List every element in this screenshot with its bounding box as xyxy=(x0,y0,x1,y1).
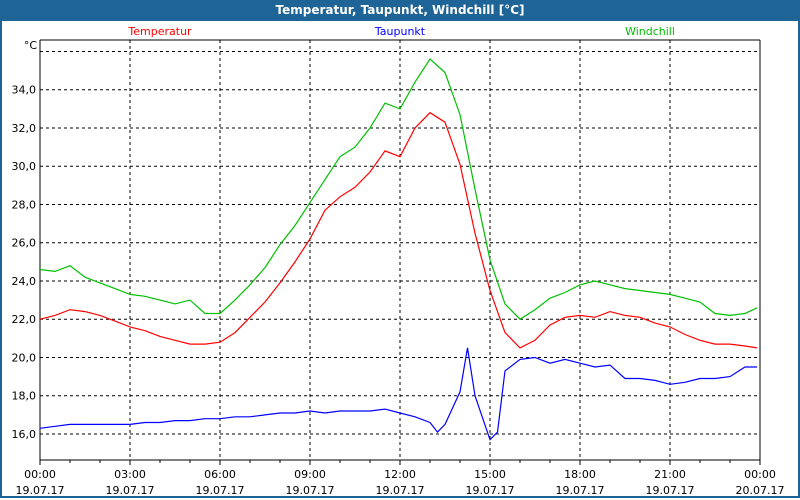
legend-temperatur: Temperatur xyxy=(127,25,192,38)
window-title: Temperatur, Taupunkt, Windchill [°C] xyxy=(0,0,800,21)
x-tick-time: 00:00 xyxy=(744,468,776,481)
x-tick-date: 19.07.17 xyxy=(646,484,695,497)
y-tick-label: 18,0 xyxy=(12,390,37,403)
series-line-taupunkt xyxy=(39,347,757,441)
x-tick-time: 18:00 xyxy=(564,468,596,481)
x-tick-date: 19.07.17 xyxy=(286,484,335,497)
y-tick-label: 20,0 xyxy=(12,351,37,364)
x-tick-time: 21:00 xyxy=(654,468,686,481)
y-axis-unit: °C xyxy=(24,39,38,52)
y-tick-label: 28,0 xyxy=(12,198,37,211)
x-tick-date: 20.07.17 xyxy=(736,484,785,497)
x-tick-date: 19.07.17 xyxy=(466,484,515,497)
x-tick-date: 19.07.17 xyxy=(556,484,605,497)
y-tick-label: 22,0 xyxy=(12,313,37,326)
x-tick-time: 06:00 xyxy=(204,468,236,481)
x-tick-time: 00:00 xyxy=(24,468,56,481)
y-tick-label: 24,0 xyxy=(12,275,37,288)
legend-taupunkt: Taupunkt xyxy=(374,25,426,38)
series-line-temperatur xyxy=(39,111,758,349)
y-tick-label: 30,0 xyxy=(12,160,37,173)
y-tick-label: 26,0 xyxy=(12,237,37,250)
series-line-windchill xyxy=(39,58,758,320)
legend-windchill: Windchill xyxy=(625,25,675,38)
y-tick-label: 34,0 xyxy=(12,84,37,97)
y-tick-label: 32,0 xyxy=(12,122,37,135)
x-tick-date: 19.07.17 xyxy=(376,484,425,497)
x-tick-date: 19.07.17 xyxy=(106,484,155,497)
y-tick-label: 16,0 xyxy=(12,428,37,441)
x-tick-time: 15:00 xyxy=(474,468,506,481)
x-tick-time: 03:00 xyxy=(114,468,146,481)
x-tick-time: 09:00 xyxy=(294,468,326,481)
x-tick-time: 12:00 xyxy=(384,468,416,481)
x-tick-date: 19.07.17 xyxy=(196,484,245,497)
x-tick-date: 19.07.17 xyxy=(16,484,65,497)
